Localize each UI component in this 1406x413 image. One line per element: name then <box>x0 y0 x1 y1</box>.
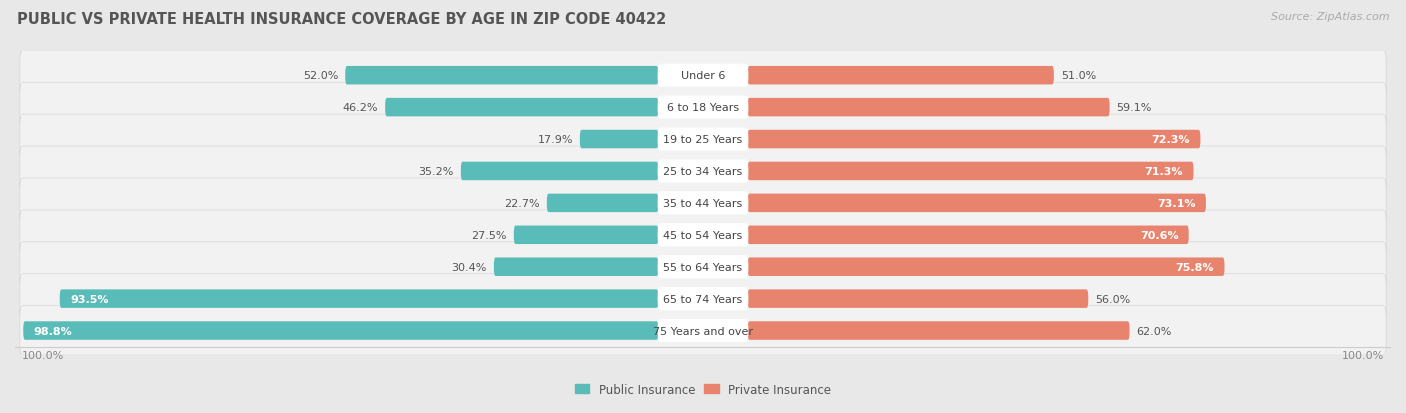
Text: 51.0%: 51.0% <box>1060 71 1097 81</box>
FancyBboxPatch shape <box>658 64 748 88</box>
Text: 62.0%: 62.0% <box>1136 326 1171 336</box>
FancyBboxPatch shape <box>748 194 1206 213</box>
Text: 70.6%: 70.6% <box>1140 230 1178 240</box>
FancyBboxPatch shape <box>748 162 1194 181</box>
Text: 56.0%: 56.0% <box>1095 294 1130 304</box>
FancyBboxPatch shape <box>461 162 658 181</box>
Text: Source: ZipAtlas.com: Source: ZipAtlas.com <box>1271 12 1389 22</box>
Text: 46.2%: 46.2% <box>343 103 378 113</box>
FancyBboxPatch shape <box>59 290 658 308</box>
FancyBboxPatch shape <box>20 210 1386 260</box>
Text: 30.4%: 30.4% <box>451 262 486 272</box>
Text: 59.1%: 59.1% <box>1116 103 1152 113</box>
Text: 75.8%: 75.8% <box>1175 262 1215 272</box>
FancyBboxPatch shape <box>658 256 748 278</box>
FancyBboxPatch shape <box>658 160 748 183</box>
Text: Under 6: Under 6 <box>681 71 725 81</box>
FancyBboxPatch shape <box>748 226 1188 244</box>
FancyBboxPatch shape <box>385 99 658 117</box>
Text: 45 to 54 Years: 45 to 54 Years <box>664 230 742 240</box>
FancyBboxPatch shape <box>494 258 658 276</box>
FancyBboxPatch shape <box>658 319 748 342</box>
FancyBboxPatch shape <box>20 51 1386 101</box>
FancyBboxPatch shape <box>20 306 1386 356</box>
Text: 72.3%: 72.3% <box>1152 135 1189 145</box>
FancyBboxPatch shape <box>658 192 748 215</box>
FancyBboxPatch shape <box>20 274 1386 324</box>
Text: 35.2%: 35.2% <box>419 166 454 176</box>
FancyBboxPatch shape <box>658 96 748 119</box>
FancyBboxPatch shape <box>547 194 658 213</box>
FancyBboxPatch shape <box>748 321 1129 340</box>
FancyBboxPatch shape <box>748 258 1225 276</box>
FancyBboxPatch shape <box>748 99 1109 117</box>
Text: 19 to 25 Years: 19 to 25 Years <box>664 135 742 145</box>
FancyBboxPatch shape <box>346 67 658 85</box>
Text: 17.9%: 17.9% <box>537 135 574 145</box>
FancyBboxPatch shape <box>20 115 1386 164</box>
FancyBboxPatch shape <box>24 321 658 340</box>
Text: 73.1%: 73.1% <box>1157 198 1195 209</box>
FancyBboxPatch shape <box>513 226 658 244</box>
Text: 75 Years and over: 75 Years and over <box>652 326 754 336</box>
FancyBboxPatch shape <box>658 224 748 247</box>
Text: 71.3%: 71.3% <box>1144 166 1184 176</box>
Text: 25 to 34 Years: 25 to 34 Years <box>664 166 742 176</box>
Text: 35 to 44 Years: 35 to 44 Years <box>664 198 742 209</box>
Text: 100.0%: 100.0% <box>22 351 65 361</box>
FancyBboxPatch shape <box>20 242 1386 292</box>
FancyBboxPatch shape <box>658 128 748 151</box>
FancyBboxPatch shape <box>748 290 1088 308</box>
FancyBboxPatch shape <box>748 131 1201 149</box>
FancyBboxPatch shape <box>658 287 748 311</box>
Text: 93.5%: 93.5% <box>70 294 108 304</box>
FancyBboxPatch shape <box>748 67 1054 85</box>
Text: PUBLIC VS PRIVATE HEALTH INSURANCE COVERAGE BY AGE IN ZIP CODE 40422: PUBLIC VS PRIVATE HEALTH INSURANCE COVER… <box>17 12 666 27</box>
FancyBboxPatch shape <box>20 147 1386 196</box>
FancyBboxPatch shape <box>20 83 1386 133</box>
Text: 27.5%: 27.5% <box>471 230 508 240</box>
Text: 65 to 74 Years: 65 to 74 Years <box>664 294 742 304</box>
Text: 98.8%: 98.8% <box>34 326 72 336</box>
Legend: Public Insurance, Private Insurance: Public Insurance, Private Insurance <box>575 383 831 396</box>
Text: 22.7%: 22.7% <box>505 198 540 209</box>
Text: 52.0%: 52.0% <box>302 71 339 81</box>
FancyBboxPatch shape <box>579 131 658 149</box>
FancyBboxPatch shape <box>20 178 1386 228</box>
Text: 55 to 64 Years: 55 to 64 Years <box>664 262 742 272</box>
Text: 6 to 18 Years: 6 to 18 Years <box>666 103 740 113</box>
Text: 100.0%: 100.0% <box>1341 351 1384 361</box>
